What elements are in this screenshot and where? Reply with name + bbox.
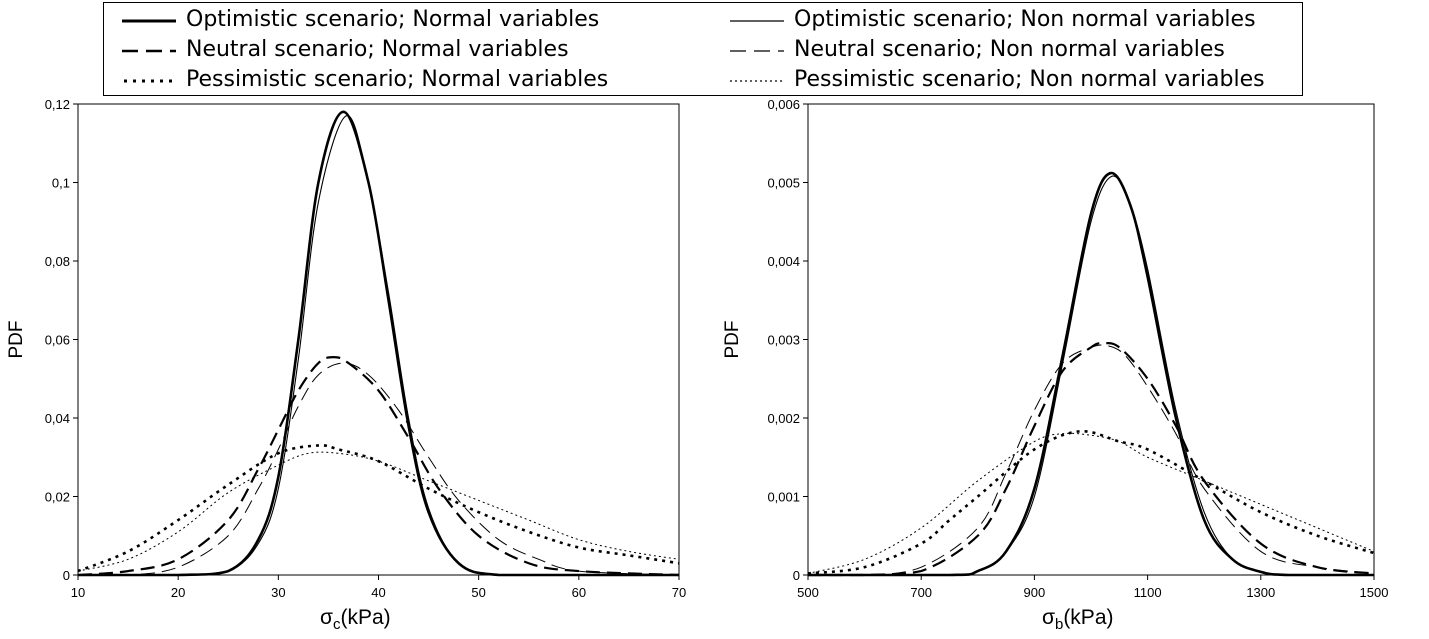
x-tick-label: 20 (171, 585, 185, 600)
legend-label: Optimistic scenario; Non normal variable… (794, 7, 1256, 32)
x-tick-label: 700 (910, 585, 932, 600)
series-line-dash-thick (808, 342, 1375, 577)
y-tick-label: 0,006 (767, 97, 800, 112)
y-tick-label: 0,1 (52, 176, 70, 191)
y-tick-label: 0,06 (45, 333, 70, 348)
x-tick-label: 1300 (1246, 585, 1275, 600)
x-axis-symbol: σ (320, 606, 333, 629)
y-tick-label: 0 (793, 568, 800, 583)
x-tick-label: 60 (572, 585, 586, 600)
y-tick-label: 0,12 (45, 97, 70, 112)
legend-entry: Optimistic scenario; Normal variables (118, 5, 678, 35)
y-tick-label: 0,002 (767, 411, 800, 426)
x-axis-subscript: b (1054, 616, 1064, 634)
x-tick-label: 70 (672, 585, 686, 600)
x-tick-label: 1500 (1360, 585, 1389, 600)
legend-swatch-dash-thick (122, 49, 176, 53)
x-tick-label: 30 (271, 585, 285, 600)
y-tick-label: 0,004 (767, 254, 800, 269)
legend-label: Optimistic scenario; Normal variables (186, 7, 600, 32)
legend-swatch-solid-thick (122, 19, 176, 23)
series-line-dot-thick (807, 429, 1375, 575)
y-tick-label: 0,02 (45, 490, 70, 505)
series-line-dash-thick (77, 356, 680, 577)
x-tick-label: 40 (371, 585, 385, 600)
series-line-dot-thin (77, 451, 680, 572)
y-tick-label: 0,001 (767, 490, 800, 505)
legend-swatch-dot-thin (730, 80, 784, 82)
legend-label: Pessimistic scenario; Normal variables (186, 67, 609, 92)
series-line-solid-thick (808, 171, 1374, 577)
y-tick-label: 0,08 (45, 254, 70, 269)
legend-swatch-solid-thin (730, 20, 784, 22)
x-axis-title-left: σc(kPa) (320, 606, 391, 633)
series-line-dot-thin (807, 432, 1375, 574)
series-line-solid-thin (808, 175, 1374, 576)
y-tick-label: 0,005 (767, 176, 800, 191)
legend-entry: Pessimistic scenario; Normal variables (118, 65, 678, 95)
legend-label: Pessimistic scenario; Non normal variabl… (794, 67, 1265, 92)
x-tick-label: 50 (471, 585, 485, 600)
x-tick-label: 1100 (1134, 585, 1162, 600)
y-axis-title: PDF (722, 321, 743, 359)
series-line-solid-thin (78, 115, 679, 576)
legend-swatch-dash-thin (730, 50, 784, 52)
x-axis-subscript: c (332, 616, 341, 634)
x-tick-label: 900 (1024, 585, 1046, 600)
y-tick-label: 0,003 (767, 333, 800, 348)
x-axis-title-right: σb(kPa) (1042, 606, 1114, 633)
legend-entry: Neutral scenario; Non normal variables (726, 35, 1286, 65)
x-tick-label: 500 (797, 585, 819, 600)
legend-entry: Optimistic scenario; Non normal variable… (726, 5, 1286, 35)
x-axis-symbol: σ (1042, 606, 1055, 629)
y-tick-label: 0,04 (45, 411, 70, 426)
x-axis-unit: (kPa) (340, 606, 391, 629)
x-axis-unit: (kPa) (1063, 606, 1114, 629)
legend-entry: Neutral scenario; Normal variables (118, 35, 678, 65)
legend-label: Neutral scenario; Normal variables (186, 37, 569, 62)
legend: Optimistic scenario; Normal variables Ne… (103, 2, 1303, 96)
legend-entry: Pessimistic scenario; Non normal variabl… (726, 65, 1286, 95)
y-tick-label: 0 (63, 568, 70, 583)
legend-label: Neutral scenario; Non normal variables (794, 37, 1225, 62)
series-line-dash-thin (808, 344, 1375, 576)
plot-area (807, 103, 1375, 576)
series-line-dot-thick (77, 444, 680, 573)
x-tick-label: 10 (71, 585, 85, 600)
series-line-dash-thin (78, 362, 680, 576)
y-axis-title: PDF (6, 321, 27, 359)
